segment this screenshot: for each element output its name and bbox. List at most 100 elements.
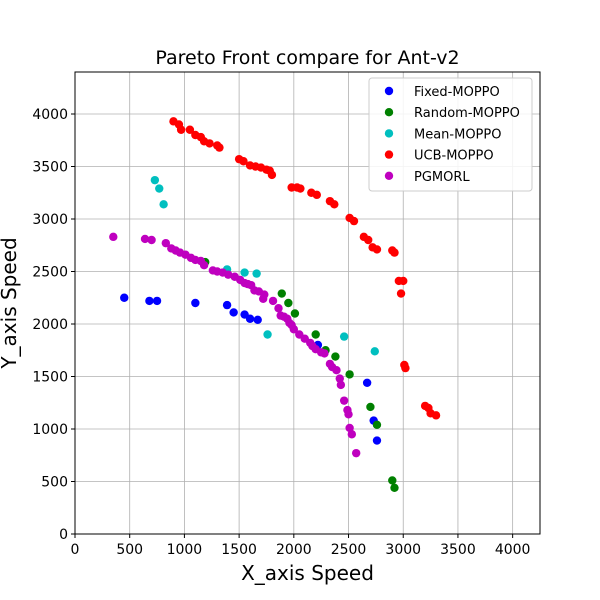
data-point <box>349 216 359 226</box>
series-pgmorl <box>109 232 361 458</box>
data-point <box>199 261 209 270</box>
y-tick-label: 500 <box>41 475 68 491</box>
data-point <box>267 170 277 180</box>
y-tick-label: 2500 <box>32 265 68 281</box>
data-point <box>401 363 410 373</box>
data-point <box>372 245 382 254</box>
data-point <box>215 143 224 152</box>
data-point <box>252 269 261 278</box>
y-tick-label: 0 <box>59 527 68 543</box>
data-point <box>240 268 249 277</box>
series-random-moppo <box>201 257 399 492</box>
x-ticks: 0 500 1000 1500 2000 2500 3000 3500 4000 <box>71 534 531 558</box>
grid-lines <box>74 72 540 535</box>
data-point <box>396 289 406 298</box>
data-point <box>399 276 408 286</box>
data-point <box>191 298 200 308</box>
data-point <box>339 332 349 341</box>
legend-label: PGMORL <box>414 170 470 185</box>
data-point <box>150 175 160 185</box>
y-tick-label: 3500 <box>32 160 68 176</box>
data-point <box>344 410 353 419</box>
data-points <box>109 117 441 492</box>
x-tick-label: 1000 <box>167 542 203 558</box>
data-point <box>155 184 164 193</box>
data-point <box>335 374 344 383</box>
data-point <box>120 293 129 302</box>
data-point <box>277 289 286 298</box>
legend: Fixed-MOPPO Random-MOPPO Mean-MOPPO UCB-MOP… <box>368 77 533 192</box>
data-point <box>320 349 329 358</box>
data-point <box>431 411 441 420</box>
x-tick-label: 3000 <box>385 542 421 558</box>
data-point <box>159 200 168 209</box>
y-tick-label: 1000 <box>32 422 68 438</box>
data-point <box>229 308 238 317</box>
data-point <box>330 200 339 209</box>
data-point <box>161 238 171 248</box>
legend-marker <box>384 108 394 117</box>
series-mean-moppo <box>150 175 379 356</box>
y-tick-label: 2000 <box>32 317 68 333</box>
x-tick-label: 500 <box>116 542 143 558</box>
y-tick-label: 4000 <box>32 107 68 123</box>
data-point <box>263 330 272 339</box>
data-point <box>351 448 361 458</box>
x-tick-label: 2000 <box>276 542 312 558</box>
x-tick-label: 2500 <box>331 542 367 558</box>
data-point <box>296 184 305 193</box>
y-ticks: 0 500 1000 1500 2000 2500 3000 3500 4000 <box>32 107 75 543</box>
legend-label: Random-MOPPO <box>414 106 520 121</box>
data-point <box>253 315 262 324</box>
data-point <box>390 483 399 492</box>
data-point <box>205 139 214 148</box>
data-point <box>185 125 195 134</box>
data-point <box>311 330 320 339</box>
legend-marker <box>384 171 394 180</box>
data-point <box>140 234 150 244</box>
data-point <box>245 314 255 323</box>
legend-label: Fixed-MOPPO <box>414 85 500 100</box>
data-point <box>312 190 321 200</box>
x-tick-label: 3500 <box>440 542 476 558</box>
legend-label: Mean-MOPPO <box>414 127 501 142</box>
data-point <box>176 125 186 134</box>
data-point <box>390 248 399 257</box>
data-point <box>345 423 354 433</box>
data-point <box>147 235 156 245</box>
chart-title: Pareto Front compare for Ant-v2 <box>155 47 459 69</box>
data-point <box>336 380 346 390</box>
data-point <box>268 296 278 306</box>
data-point <box>362 378 372 387</box>
data-point <box>284 298 293 308</box>
data-point <box>223 270 233 279</box>
x-tick-label: 1500 <box>221 542 257 558</box>
x-tick-label: 4000 <box>495 542 531 558</box>
data-point <box>347 430 357 439</box>
data-point <box>339 396 349 405</box>
x-axis-label: X_axis Speed <box>241 561 374 585</box>
y-tick-label: 1500 <box>32 370 68 386</box>
data-point <box>331 352 340 361</box>
data-point <box>388 476 397 485</box>
y-tick-label: 3000 <box>32 212 68 228</box>
data-point <box>274 304 283 313</box>
data-point <box>372 420 382 429</box>
plot-frame <box>74 71 541 535</box>
legend-marker <box>384 150 394 159</box>
data-point <box>290 309 300 318</box>
data-point <box>345 370 354 379</box>
series-fixed-moppo <box>120 293 382 445</box>
data-point <box>239 157 248 166</box>
data-point <box>364 235 373 245</box>
legend-label: UCB-MOPPO <box>414 149 494 164</box>
data-point <box>258 294 268 303</box>
data-point <box>152 296 162 306</box>
legend-marker <box>384 129 394 138</box>
data-point <box>222 300 232 310</box>
data-point <box>372 436 382 445</box>
legend-marker <box>384 86 394 96</box>
data-point <box>289 325 299 334</box>
data-point <box>145 296 154 306</box>
